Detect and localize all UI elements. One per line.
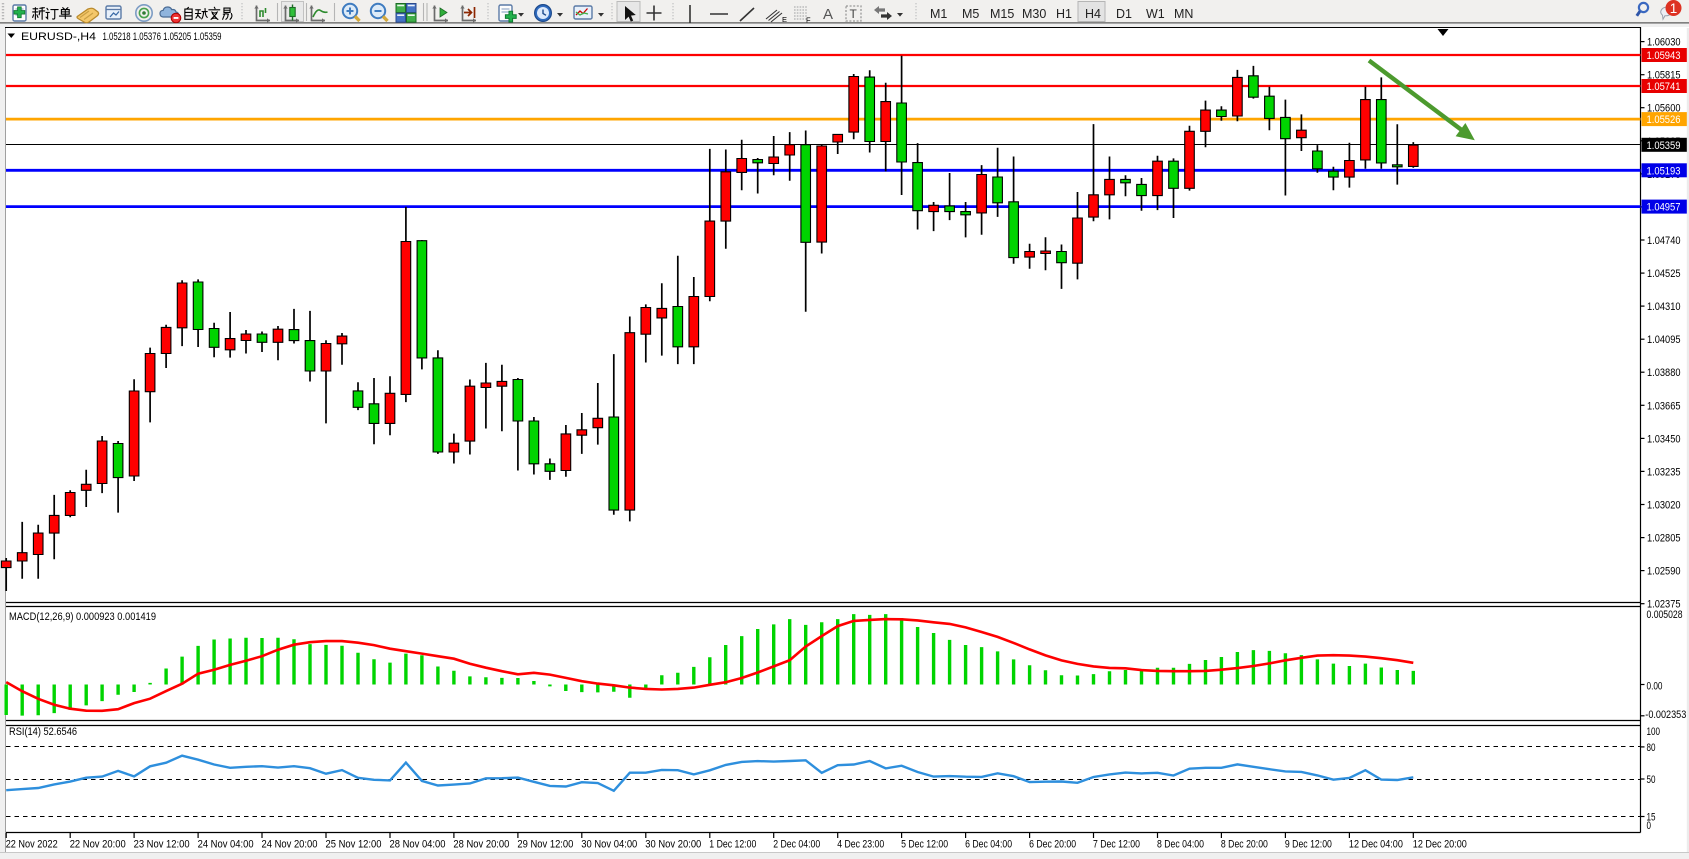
svg-text:M15: M15 (990, 7, 1014, 21)
svg-text:1.05193: 1.05193 (1647, 165, 1681, 177)
svg-text:F: F (806, 16, 811, 25)
svg-text:7 Dec 12:00: 7 Dec 12:00 (1093, 839, 1140, 851)
svg-text:1.03020: 1.03020 (1647, 500, 1681, 512)
svg-text:M30: M30 (1022, 7, 1046, 21)
svg-text:H1: H1 (1056, 7, 1072, 21)
svg-text:22 Nov 2022: 22 Nov 2022 (6, 839, 58, 851)
svg-text:T: T (850, 7, 858, 21)
svg-text:23 Nov 12:00: 23 Nov 12:00 (134, 839, 190, 851)
svg-text:1.05218 1.05376 1.05205 1.0535: 1.05218 1.05376 1.05205 1.05359 (103, 31, 222, 43)
svg-text:80: 80 (1647, 742, 1656, 754)
svg-text:100: 100 (1647, 726, 1661, 738)
svg-text:M5: M5 (962, 7, 979, 21)
svg-text:1.05943: 1.05943 (1647, 50, 1681, 62)
svg-text:24 Nov 04:00: 24 Nov 04:00 (198, 839, 254, 851)
svg-text:1: 1 (1670, 1, 1678, 16)
svg-text:0: 0 (1647, 820, 1652, 832)
svg-text:0.005028: 0.005028 (1647, 609, 1683, 621)
svg-text:2 Dec 04:00: 2 Dec 04:00 (773, 839, 820, 851)
svg-text:22 Nov 20:00: 22 Nov 20:00 (70, 839, 126, 851)
svg-text:A: A (823, 6, 833, 23)
svg-text:H4: H4 (1085, 7, 1101, 21)
svg-text:1.05526: 1.05526 (1647, 114, 1681, 126)
svg-text:1.03235: 1.03235 (1647, 466, 1681, 478)
svg-text:1.04957: 1.04957 (1647, 202, 1681, 214)
svg-text:W1: W1 (1146, 7, 1165, 21)
svg-text:6 Dec 20:00: 6 Dec 20:00 (1029, 839, 1076, 851)
svg-text:M1: M1 (930, 7, 947, 21)
svg-text:1.03450: 1.03450 (1647, 433, 1681, 445)
svg-text:12 Dec 04:00: 12 Dec 04:00 (1349, 839, 1403, 851)
svg-text:28 Nov 04:00: 28 Nov 04:00 (390, 839, 446, 851)
svg-text:15: 15 (1647, 812, 1656, 824)
svg-text:1.05359: 1.05359 (1647, 140, 1681, 152)
svg-text:-0.002353: -0.002353 (1645, 709, 1686, 721)
svg-text:29 Nov 12:00: 29 Nov 12:00 (517, 839, 573, 851)
svg-text:D1: D1 (1116, 7, 1132, 21)
svg-text:1.04740: 1.04740 (1647, 235, 1681, 247)
svg-text:EURUSD-,H4: EURUSD-,H4 (21, 31, 96, 43)
svg-text:6 Dec 04:00: 6 Dec 04:00 (965, 839, 1012, 851)
svg-text:0.00: 0.00 (1647, 680, 1663, 692)
svg-text:28 Nov 20:00: 28 Nov 20:00 (453, 839, 509, 851)
svg-text:1.02375: 1.02375 (1647, 599, 1681, 611)
svg-text:30 Nov 04:00: 30 Nov 04:00 (581, 839, 637, 851)
svg-text:RSI(14) 52.6546: RSI(14) 52.6546 (9, 726, 77, 738)
svg-text:1.02590: 1.02590 (1647, 566, 1681, 578)
svg-text:4 Dec 23:00: 4 Dec 23:00 (837, 839, 884, 851)
svg-text:1.03880: 1.03880 (1647, 367, 1681, 379)
svg-text:1.05741: 1.05741 (1647, 81, 1681, 93)
svg-text:1.06030: 1.06030 (1647, 37, 1681, 49)
svg-text:MACD(12,26,9) 0.000923 0.00141: MACD(12,26,9) 0.000923 0.001419 (9, 611, 156, 623)
svg-text:1.04525: 1.04525 (1647, 268, 1681, 280)
svg-text:1.03665: 1.03665 (1647, 400, 1681, 412)
svg-text:1.02805: 1.02805 (1647, 533, 1681, 545)
svg-text:E: E (782, 15, 787, 24)
svg-text:25 Nov 12:00: 25 Nov 12:00 (326, 839, 382, 851)
svg-text:24 Nov 20:00: 24 Nov 20:00 (262, 839, 318, 851)
svg-text:30 Nov 20:00: 30 Nov 20:00 (645, 839, 701, 851)
svg-text:1.04095: 1.04095 (1647, 334, 1681, 346)
svg-text:1.04310: 1.04310 (1647, 301, 1681, 313)
svg-text:8 Dec 04:00: 8 Dec 04:00 (1157, 839, 1204, 851)
svg-text:5 Dec 12:00: 5 Dec 12:00 (901, 839, 948, 851)
svg-text:8 Dec 20:00: 8 Dec 20:00 (1221, 839, 1268, 851)
svg-text:12 Dec 20:00: 12 Dec 20:00 (1413, 839, 1467, 851)
svg-text:1.05815: 1.05815 (1647, 70, 1681, 82)
svg-text:MN: MN (1174, 7, 1193, 21)
svg-text:1 Dec 12:00: 1 Dec 12:00 (709, 839, 756, 851)
svg-text:9 Dec 12:00: 9 Dec 12:00 (1285, 839, 1332, 851)
svg-text:50: 50 (1647, 774, 1656, 786)
svg-text:1.05600: 1.05600 (1647, 103, 1681, 115)
